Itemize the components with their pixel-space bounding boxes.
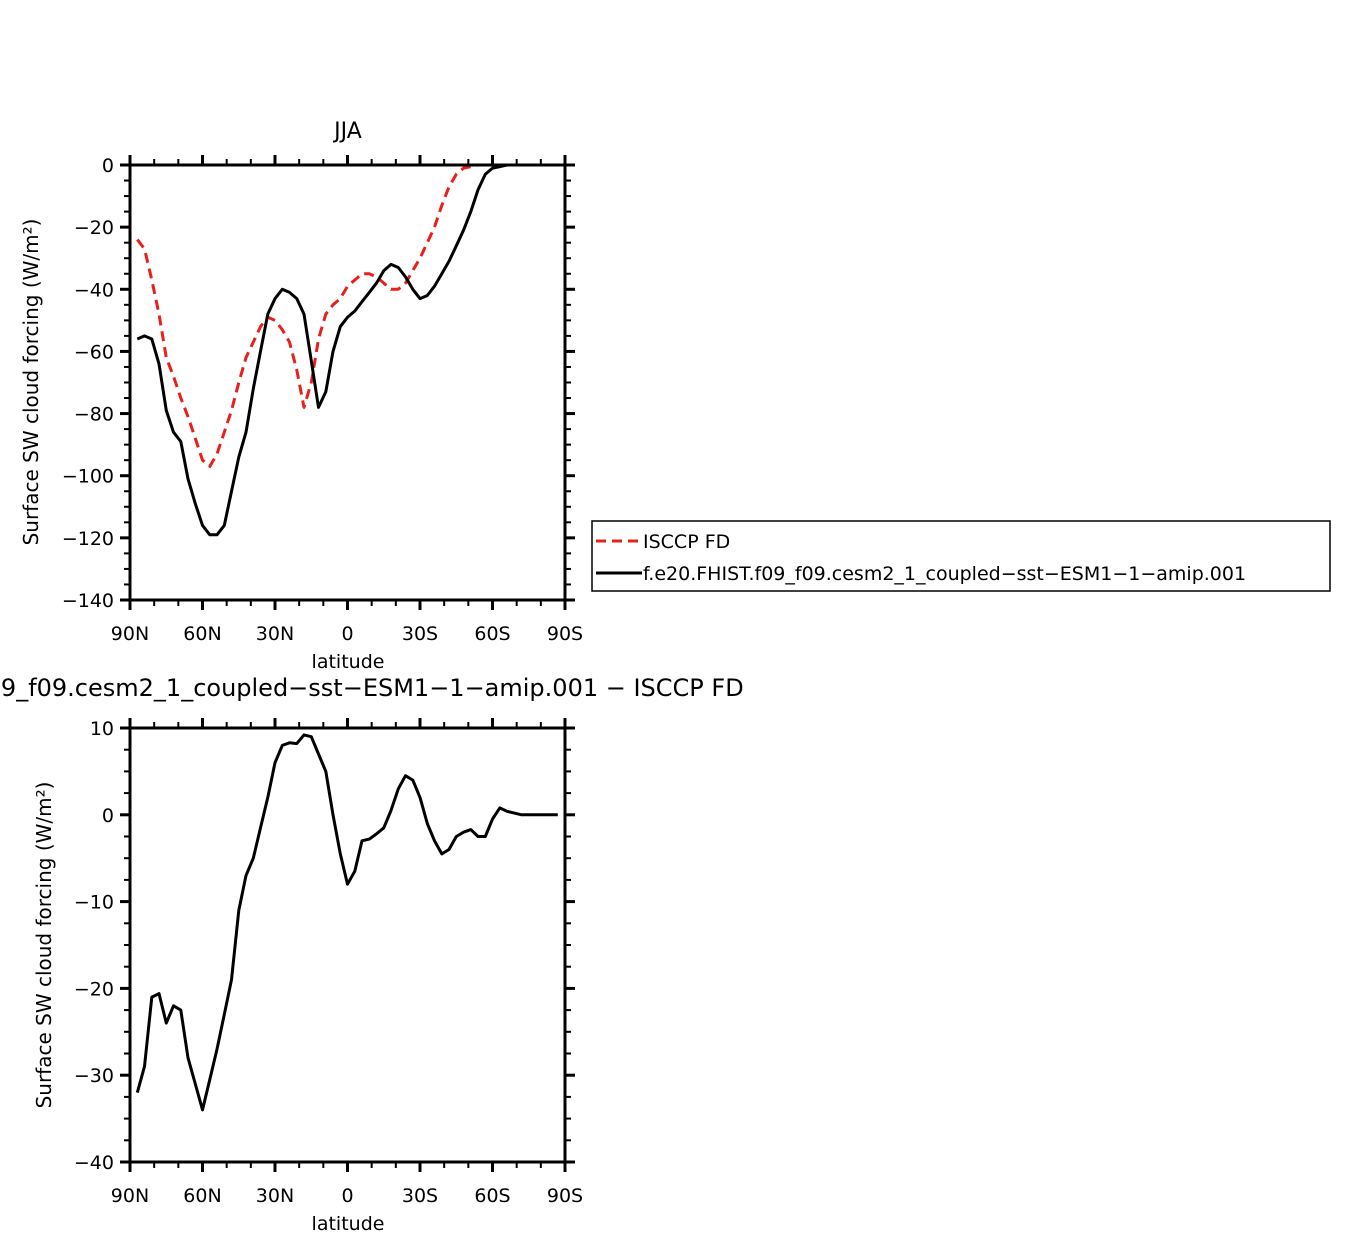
y-tick-label: −20 [74, 217, 114, 239]
x-tick-label: 60S [474, 623, 510, 645]
x-tick-label: 60S [474, 1185, 510, 1207]
top-series-group [136, 163, 558, 537]
y-tick-label: −80 [74, 404, 114, 426]
x-tick-label: 60N [183, 1185, 221, 1207]
series-line-0-1 [136, 163, 558, 537]
top-plot-frame [128, 163, 567, 602]
y-tick-label: −140 [62, 590, 114, 612]
legend-label-isccp: ISCCP FD [643, 531, 730, 553]
y-tick-label: −60 [74, 341, 114, 363]
y-tick-label: −10 [74, 892, 114, 914]
y-tick-label: −100 [62, 466, 114, 488]
x-tick-label: 90N [111, 1185, 149, 1207]
legend-frame [591, 520, 1331, 592]
y-tick-label: 10 [90, 718, 114, 740]
y-tick-label: −120 [62, 528, 114, 550]
y-tick-label: −30 [74, 1065, 114, 1087]
x-tick-label: 90S [547, 1185, 583, 1207]
x-tick-label: 30S [402, 623, 438, 645]
top-x-axis-label: latitude [312, 651, 385, 673]
x-tick-label: 30S [402, 1185, 438, 1207]
x-tick-label: 0 [341, 1185, 353, 1207]
top-y-axis-label: Surface SW cloud forcing (W/m²) [19, 219, 43, 546]
bottom-axis-ticks: 90N 60N 30N 0 30S 60S 90S 10 0 −10 −20 −30 −40 [74, 718, 583, 1207]
y-tick-label: −40 [74, 1152, 114, 1174]
bottom-panel: f.e20.FHIST.f09_f09.cesm2_1_coupled−sst−… [0, 674, 744, 1235]
top-chart-title: JJA [332, 119, 362, 144]
x-tick-label: 90S [547, 623, 583, 645]
bottom-series-group [135, 733, 558, 1112]
bottom-chart-title: f.e20.FHIST.f09_f09.cesm2_1_coupled−sst−… [0, 674, 744, 702]
top-axis-ticks: 90N 60N 30N 0 30S 60S 90S 0 −20 −40 −60 −80 −100 −120… [62, 155, 583, 645]
legend-label-cesm: f.e20.FHIST.f09_f09.cesm2_1_coupled−sst−… [643, 563, 1246, 585]
top-panel: JJA 90N 60N 30N 0 30S 60S 90S 0 −20 −40 −60 −80 −100… [19, 119, 583, 673]
x-tick-label: 30N [256, 1185, 294, 1207]
bottom-plot-frame [128, 726, 567, 1164]
x-tick-label: 0 [341, 623, 353, 645]
bottom-y-axis-label: Surface SW cloud forcing (W/m²) [32, 782, 56, 1109]
y-tick-label: 0 [102, 805, 114, 827]
x-tick-label: 90N [111, 623, 149, 645]
series-line-1-0 [135, 733, 558, 1112]
y-tick-label: 0 [102, 155, 114, 177]
bottom-x-axis-label: latitude [312, 1213, 385, 1235]
y-tick-label: −40 [74, 279, 114, 301]
x-tick-label: 30N [256, 623, 294, 645]
legend: ISCCP FD f.e20.FHIST.f09_f09.cesm2_1_cou… [591, 520, 1331, 592]
x-tick-label: 60N [183, 623, 221, 645]
y-tick-label: −20 [74, 978, 114, 1000]
